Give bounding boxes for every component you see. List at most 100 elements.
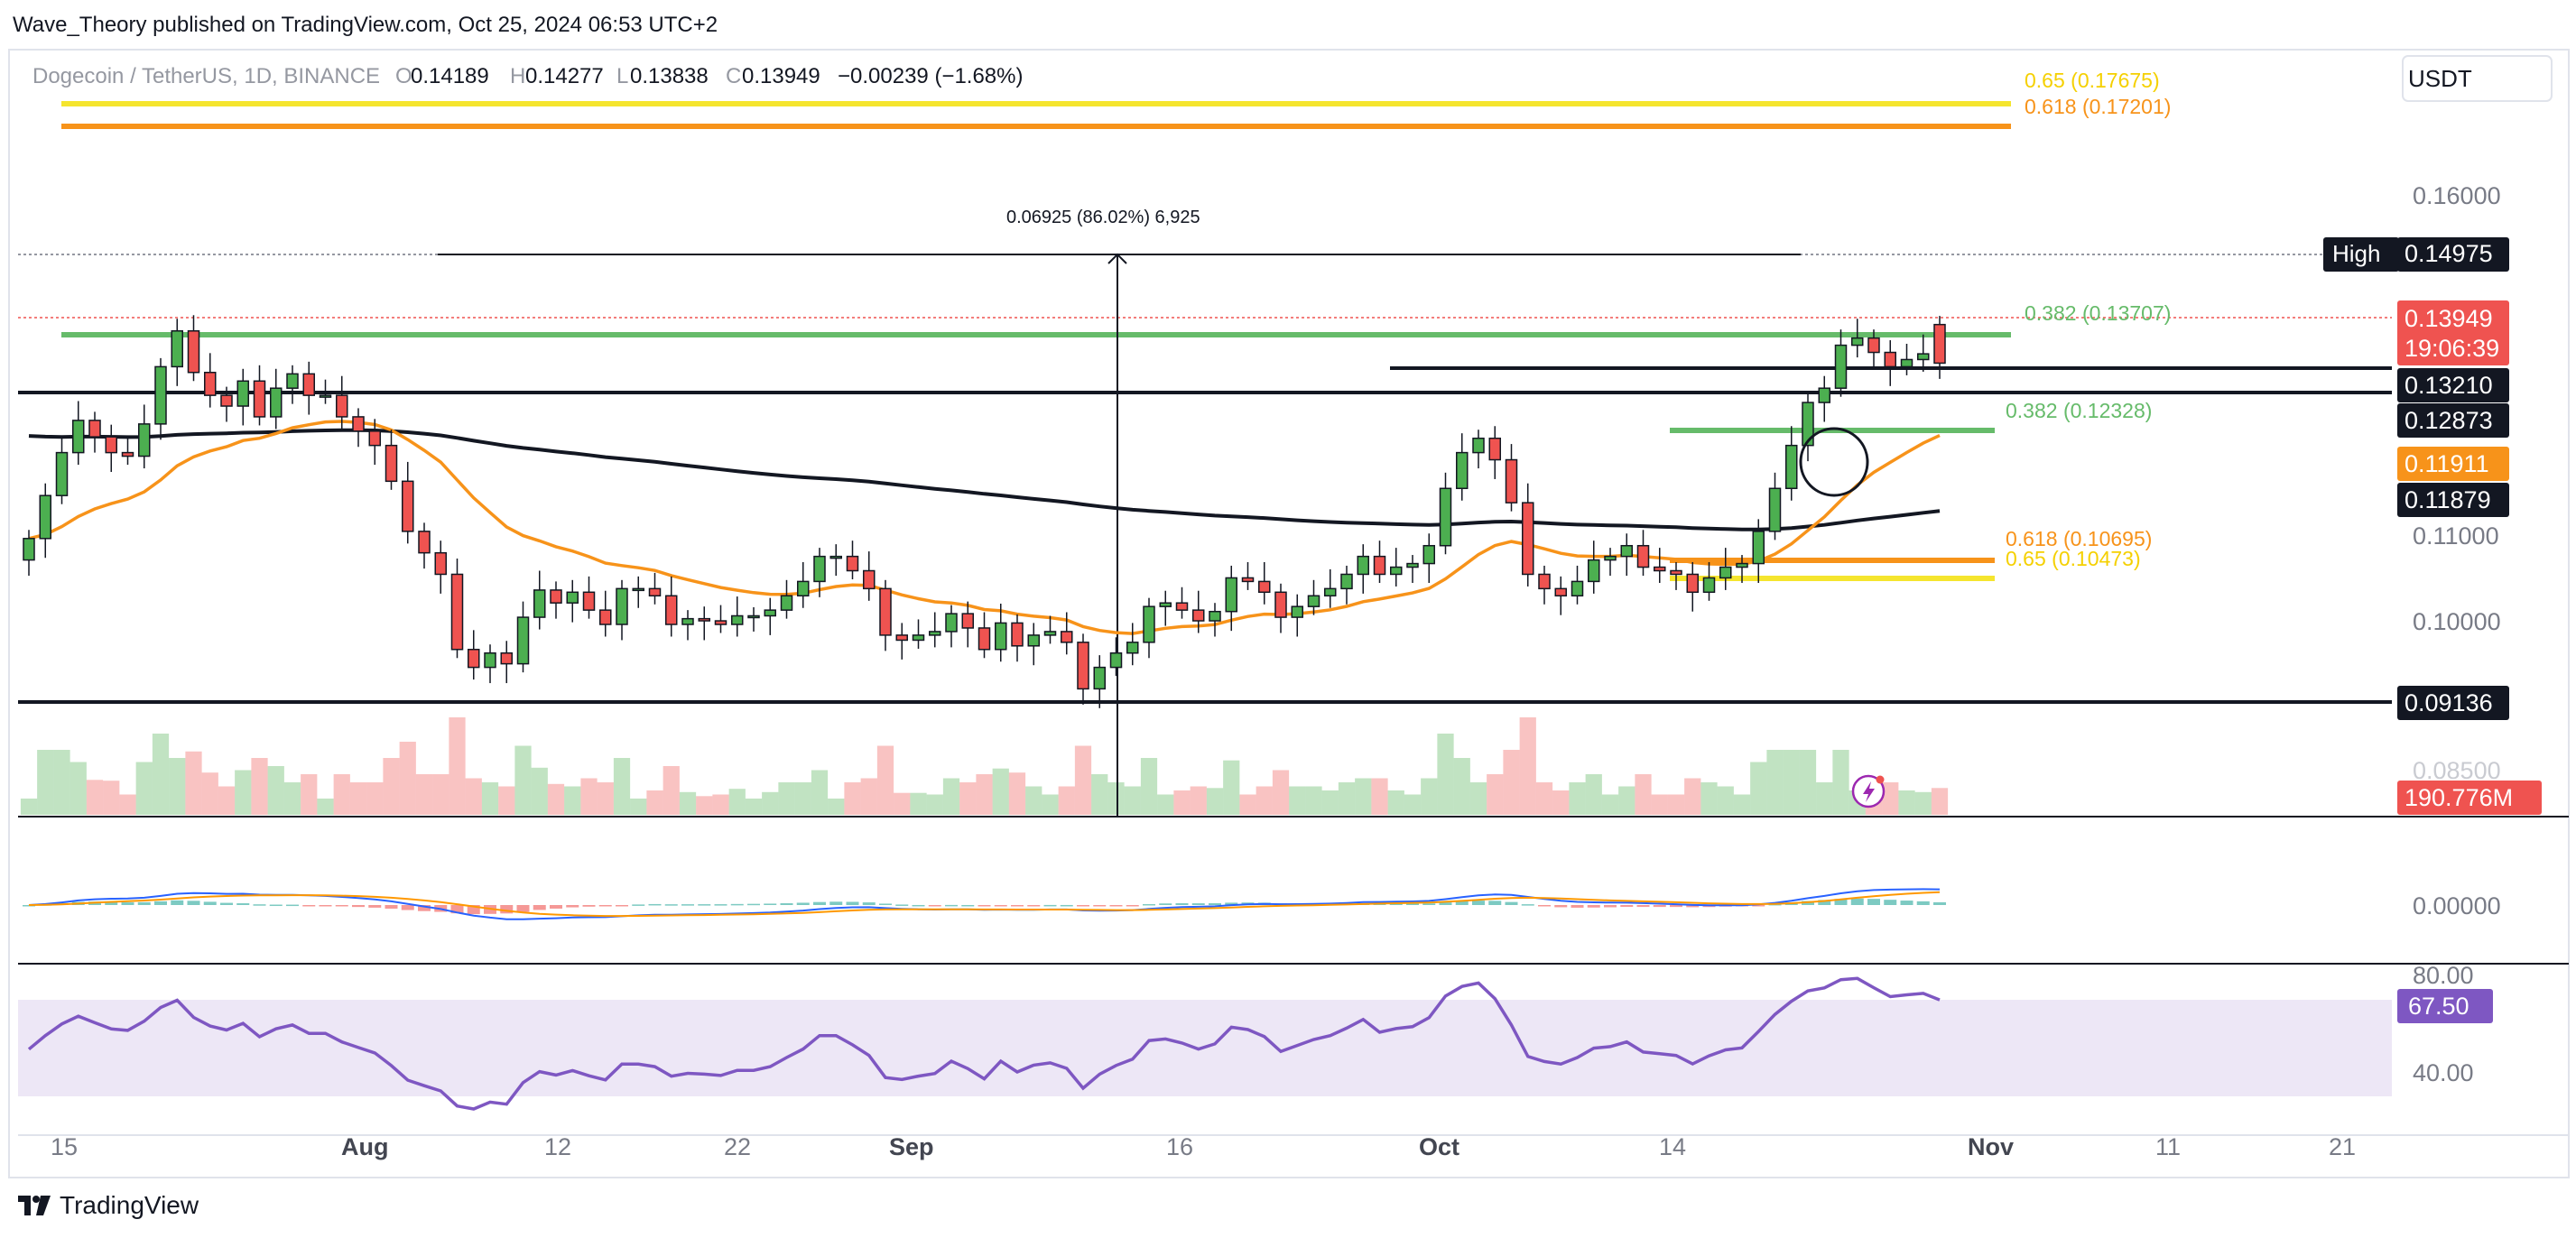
candle-body	[780, 595, 793, 611]
time-tick-1: Aug	[341, 1133, 388, 1160]
candle-body	[879, 587, 892, 636]
macd-bar	[978, 905, 991, 907]
alert-dot	[1876, 775, 1885, 784]
brand[interactable]: TradingView	[18, 1191, 199, 1220]
candle-body	[352, 416, 365, 432]
candle-body	[368, 430, 381, 447]
volume-bar	[1618, 786, 1635, 815]
candle-body	[1505, 458, 1518, 504]
volume-bar	[1173, 790, 1191, 815]
candle-body	[764, 609, 776, 617]
macd-bar	[203, 901, 217, 905]
volume-bar	[1585, 774, 1602, 815]
macd-bar	[1175, 902, 1189, 905]
volume-bar	[1074, 745, 1092, 815]
volume-bar	[597, 782, 614, 815]
candle-body	[468, 649, 480, 669]
macd-line	[28, 888, 1941, 920]
macd-bar	[1422, 903, 1436, 905]
volume-bar	[1750, 762, 1767, 815]
candle-body	[599, 609, 612, 625]
candle-body	[632, 587, 644, 592]
volume-bar	[1569, 782, 1586, 815]
macd-bar	[1900, 901, 1913, 905]
volume-bar	[1832, 750, 1849, 815]
ema200-value: 0.11879	[2405, 486, 2491, 513]
macd-bar	[418, 905, 431, 911]
volume-tag	[2397, 781, 2542, 815]
volume-bar	[547, 783, 565, 815]
volume-bar	[235, 770, 252, 815]
fib-065-top-label: 0.65 (0.17675)	[2025, 69, 2160, 92]
volume-bar	[1552, 790, 1570, 815]
candle-body	[1571, 580, 1584, 597]
candle-body	[550, 589, 562, 604]
high-price-value: 0.14975	[2405, 240, 2493, 267]
volume-bar	[1667, 794, 1685, 815]
candle-body	[302, 373, 315, 396]
candle-body	[516, 616, 530, 665]
candle-body	[1109, 651, 1123, 669]
candle-body	[270, 387, 283, 418]
candle-body	[681, 617, 694, 625]
volume-bar	[1387, 790, 1404, 815]
candle-body	[220, 394, 233, 407]
candle-body	[500, 651, 513, 665]
volume-bar	[1107, 782, 1125, 815]
candle-body	[1225, 577, 1237, 613]
candle-body	[1011, 622, 1024, 647]
candle-body	[1456, 451, 1469, 490]
volume-bar	[415, 774, 433, 815]
ohlc-open-key: O	[395, 64, 412, 88]
macd-signal-line	[28, 891, 1941, 918]
volume-bar	[1519, 717, 1536, 815]
candle-body	[336, 394, 348, 418]
candle-body	[895, 634, 908, 642]
macd-bar	[1538, 905, 1551, 907]
volume-bar	[1931, 788, 1949, 815]
time-tick-3: 22	[724, 1133, 751, 1160]
price-tick-3: 0.08500	[2413, 757, 2501, 784]
volume-bar	[1601, 794, 1619, 815]
time-tick-4: Sep	[889, 1133, 934, 1160]
volume-bar	[119, 794, 136, 815]
candle-body	[1192, 609, 1205, 622]
macd-bar	[1043, 904, 1057, 907]
candle-body	[39, 494, 51, 540]
macd-bar	[664, 904, 678, 906]
macd-bar	[137, 901, 151, 905]
volume-bar	[1882, 782, 1899, 815]
volume-bar	[283, 782, 301, 815]
macd-bar	[1439, 902, 1452, 905]
volume-bar	[828, 799, 845, 815]
candle-body	[533, 589, 546, 618]
candle-body	[1736, 562, 1748, 568]
ema50-value: 0.11911	[2405, 450, 2489, 477]
ohlc-high-key: H	[510, 64, 525, 88]
candle-body	[731, 614, 744, 625]
volume-bar	[301, 774, 318, 815]
volume-bar	[1371, 778, 1388, 815]
currency-button[interactable]	[2402, 55, 2553, 102]
candle-body	[319, 394, 332, 398]
volume-bar	[1421, 778, 1438, 815]
res1-value: 0.13210	[2405, 372, 2493, 399]
candle-body	[1077, 642, 1089, 690]
candle-body	[1636, 544, 1650, 568]
candle-body	[1390, 566, 1403, 576]
ohlc-close: 0.13949	[742, 64, 820, 88]
volume-bar	[218, 786, 236, 815]
macd-bar	[1834, 899, 1848, 905]
macd-bar	[1472, 901, 1485, 905]
macd-bar	[945, 904, 958, 907]
macd-bar	[747, 903, 760, 906]
macd-bar	[1653, 905, 1666, 908]
macd-bar	[1406, 903, 1419, 905]
volume-bar	[251, 758, 268, 815]
candle-body	[1834, 344, 1848, 389]
volume-bar	[267, 766, 284, 815]
candle-body	[23, 538, 35, 561]
candle-body	[1900, 358, 1913, 368]
volume-bar	[811, 770, 829, 815]
